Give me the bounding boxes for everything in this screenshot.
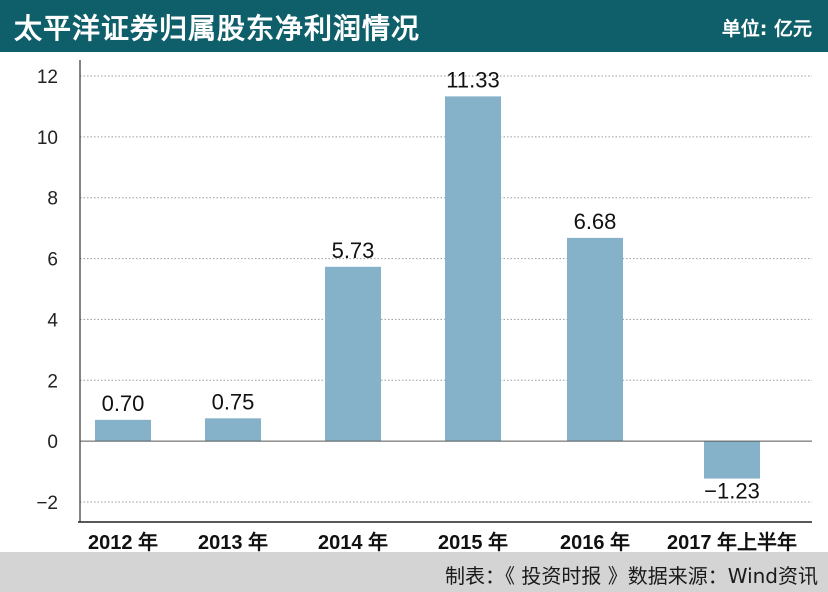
y-tick-label: 12 bbox=[37, 67, 58, 88]
bar bbox=[704, 441, 760, 479]
header-bar: 太平洋证券归属股东净利润情况 单位: 亿元 bbox=[0, 0, 828, 52]
y-tick-label: 0 bbox=[47, 432, 58, 453]
bar-value-labels: 0.70 0.75 5.73 11.33 6.68 −1.23 bbox=[102, 67, 760, 503]
bar bbox=[567, 237, 623, 442]
x-tick-label: 2012 年 bbox=[88, 530, 158, 552]
bar-value-label: 0.70 bbox=[102, 391, 145, 416]
bar-value-label: 6.68 bbox=[574, 209, 617, 234]
bar-value-label: −1.23 bbox=[704, 479, 760, 504]
x-tick-label: 2016 年 bbox=[560, 530, 630, 552]
bar bbox=[445, 96, 501, 442]
y-tick-label: 6 bbox=[47, 250, 58, 271]
x-axis: 2012 年 2013 年 2014 年 2015 年 2016 年 2017 年上半年 bbox=[78, 60, 812, 552]
bars bbox=[95, 96, 760, 479]
unit-label: 单位: 亿元 bbox=[721, 18, 812, 40]
source-note: 制表：《 投资时报 》数据来源：Wind资讯 bbox=[445, 564, 818, 588]
bar-chart: −2 0 2 4 6 8 10 12 0.70 0.75 5.73 11.33 6.68 −1.23 2… bbox=[36, 60, 812, 552]
y-tick-label: 2 bbox=[47, 371, 58, 392]
y-axis-ticks: −2 0 2 4 6 8 10 12 bbox=[36, 67, 58, 514]
x-tick-label: 2013 年 bbox=[198, 530, 268, 552]
bar bbox=[325, 266, 381, 442]
y-tick-label: −2 bbox=[36, 493, 58, 514]
gridlines bbox=[80, 75, 812, 503]
y-tick-label: 4 bbox=[47, 310, 58, 331]
bar-value-label: 11.33 bbox=[446, 67, 499, 92]
bar bbox=[205, 418, 261, 442]
footer-bar: 制表：《 投资时报 》数据来源：Wind资讯 bbox=[0, 552, 828, 592]
bar-value-label: 5.73 bbox=[332, 238, 375, 263]
x-tick-label: 2017 年上半年 bbox=[667, 530, 797, 552]
y-tick-label: 10 bbox=[37, 128, 58, 149]
chart-title: 太平洋证券归属股东净利润情况 bbox=[14, 12, 421, 45]
x-tick-label: 2015 年 bbox=[438, 530, 508, 552]
bar bbox=[95, 419, 151, 442]
bar-value-label: 0.75 bbox=[212, 389, 255, 414]
x-tick-label: 2014 年 bbox=[318, 530, 388, 552]
y-tick-label: 8 bbox=[47, 189, 58, 210]
